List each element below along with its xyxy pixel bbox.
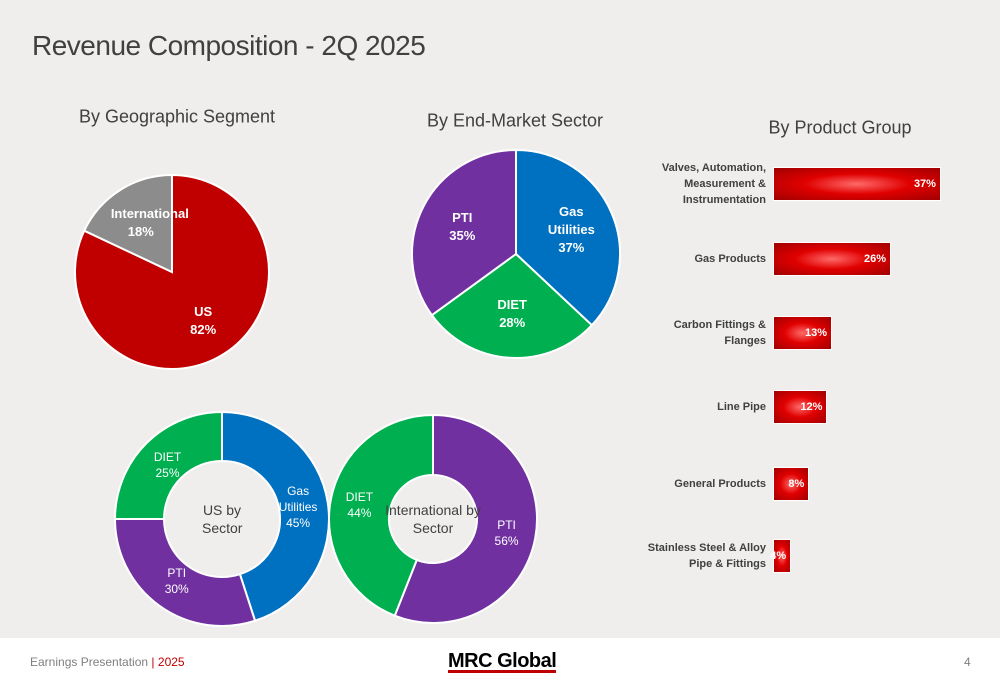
bar	[773, 316, 833, 350]
bar-value: 26%	[864, 253, 887, 265]
slice-label: Gas Utilities 37%	[541, 203, 601, 257]
logo-underline	[448, 670, 556, 673]
bar-category: General Products	[674, 478, 766, 490]
slice-label: PTI 30%	[147, 565, 207, 597]
slice-category: DIET	[497, 297, 528, 313]
bar	[773, 539, 792, 573]
donut-slice	[393, 413, 538, 624]
slice-value: 82%	[190, 322, 217, 338]
bar-category: Carbon Fittings & Flanges	[673, 319, 766, 347]
logo: MRC Global	[448, 650, 557, 672]
chart-title: By Product Group	[768, 117, 912, 138]
slice-category: DIET	[153, 449, 182, 464]
slice-label: DIET 44%	[329, 489, 389, 521]
bar-category: Stainless Steel & Alloy Pipe & Fittings	[647, 542, 766, 570]
bar-value: 12%	[800, 401, 823, 413]
bar-value: 13%	[804, 327, 828, 339]
slice-value: 35%	[449, 227, 476, 243]
pie-slice	[430, 252, 594, 359]
pie-slice	[82, 173, 173, 274]
bar-value: 8%	[788, 478, 805, 490]
bar-category: Valves, Automation, Measurement & Instru…	[661, 162, 766, 206]
slice-value: 30%	[164, 582, 189, 597]
bar	[773, 467, 810, 501]
slice-value: 28%	[499, 315, 526, 331]
slice-category: US	[194, 304, 213, 320]
slice-category: International	[110, 205, 189, 221]
slice-value: 45%	[286, 515, 311, 530]
slice-label: US 82%	[173, 303, 233, 339]
footer-year: 2025	[157, 655, 185, 669]
slice-category: PTI	[452, 209, 473, 225]
donut-slice	[113, 518, 257, 627]
bar	[773, 167, 941, 201]
chart-title: By Geographic Segment	[78, 106, 276, 127]
slice-category: Gas Utilities	[547, 204, 595, 238]
slice-label: PTI 56%	[477, 517, 537, 549]
footer-left: Earnings Presentation	[30, 655, 149, 669]
footer-separator: |	[151, 655, 155, 669]
slice-category: DIET	[345, 489, 374, 504]
donut-slice	[328, 413, 434, 617]
slice-value: 37%	[558, 240, 585, 256]
bar-category: Gas Products	[694, 253, 766, 265]
slice-label: International 18%	[110, 205, 189, 241]
slice-label: PTI 35%	[432, 209, 492, 245]
slice-label: DIET 25%	[138, 449, 198, 481]
bar-value: 37%	[913, 178, 936, 190]
pie-slice	[515, 148, 621, 327]
footer-band	[0, 638, 1000, 685]
slice-category: PTI	[167, 566, 187, 581]
slice-value: 44%	[347, 505, 372, 520]
page-number: 4	[964, 655, 971, 669]
center-label: US by Sector	[202, 502, 243, 536]
slice-value: 18%	[127, 223, 154, 239]
donut-slice	[221, 410, 330, 623]
slice-category: PTI	[497, 518, 516, 533]
pie-slice	[411, 148, 517, 317]
slice-label: Gas Utilities 45%	[268, 483, 328, 531]
bar-value: 4%	[770, 550, 787, 562]
bar	[773, 390, 828, 424]
donut-slice	[113, 410, 223, 520]
slice-value: 25%	[155, 465, 180, 480]
slice-label: DIET 28%	[482, 296, 542, 332]
center-label: International by Sector	[385, 502, 481, 536]
footer-text: Earnings Presentation | 2025	[30, 655, 185, 669]
bar-category: Line Pipe	[717, 401, 766, 413]
slice-category: Gas Utilities	[278, 483, 318, 514]
slide-title: Revenue Composition - 2Q 2025	[32, 30, 426, 61]
slice-value: 56%	[494, 534, 519, 549]
bar	[773, 242, 892, 276]
chart-title: By End-Market Sector	[426, 110, 604, 131]
